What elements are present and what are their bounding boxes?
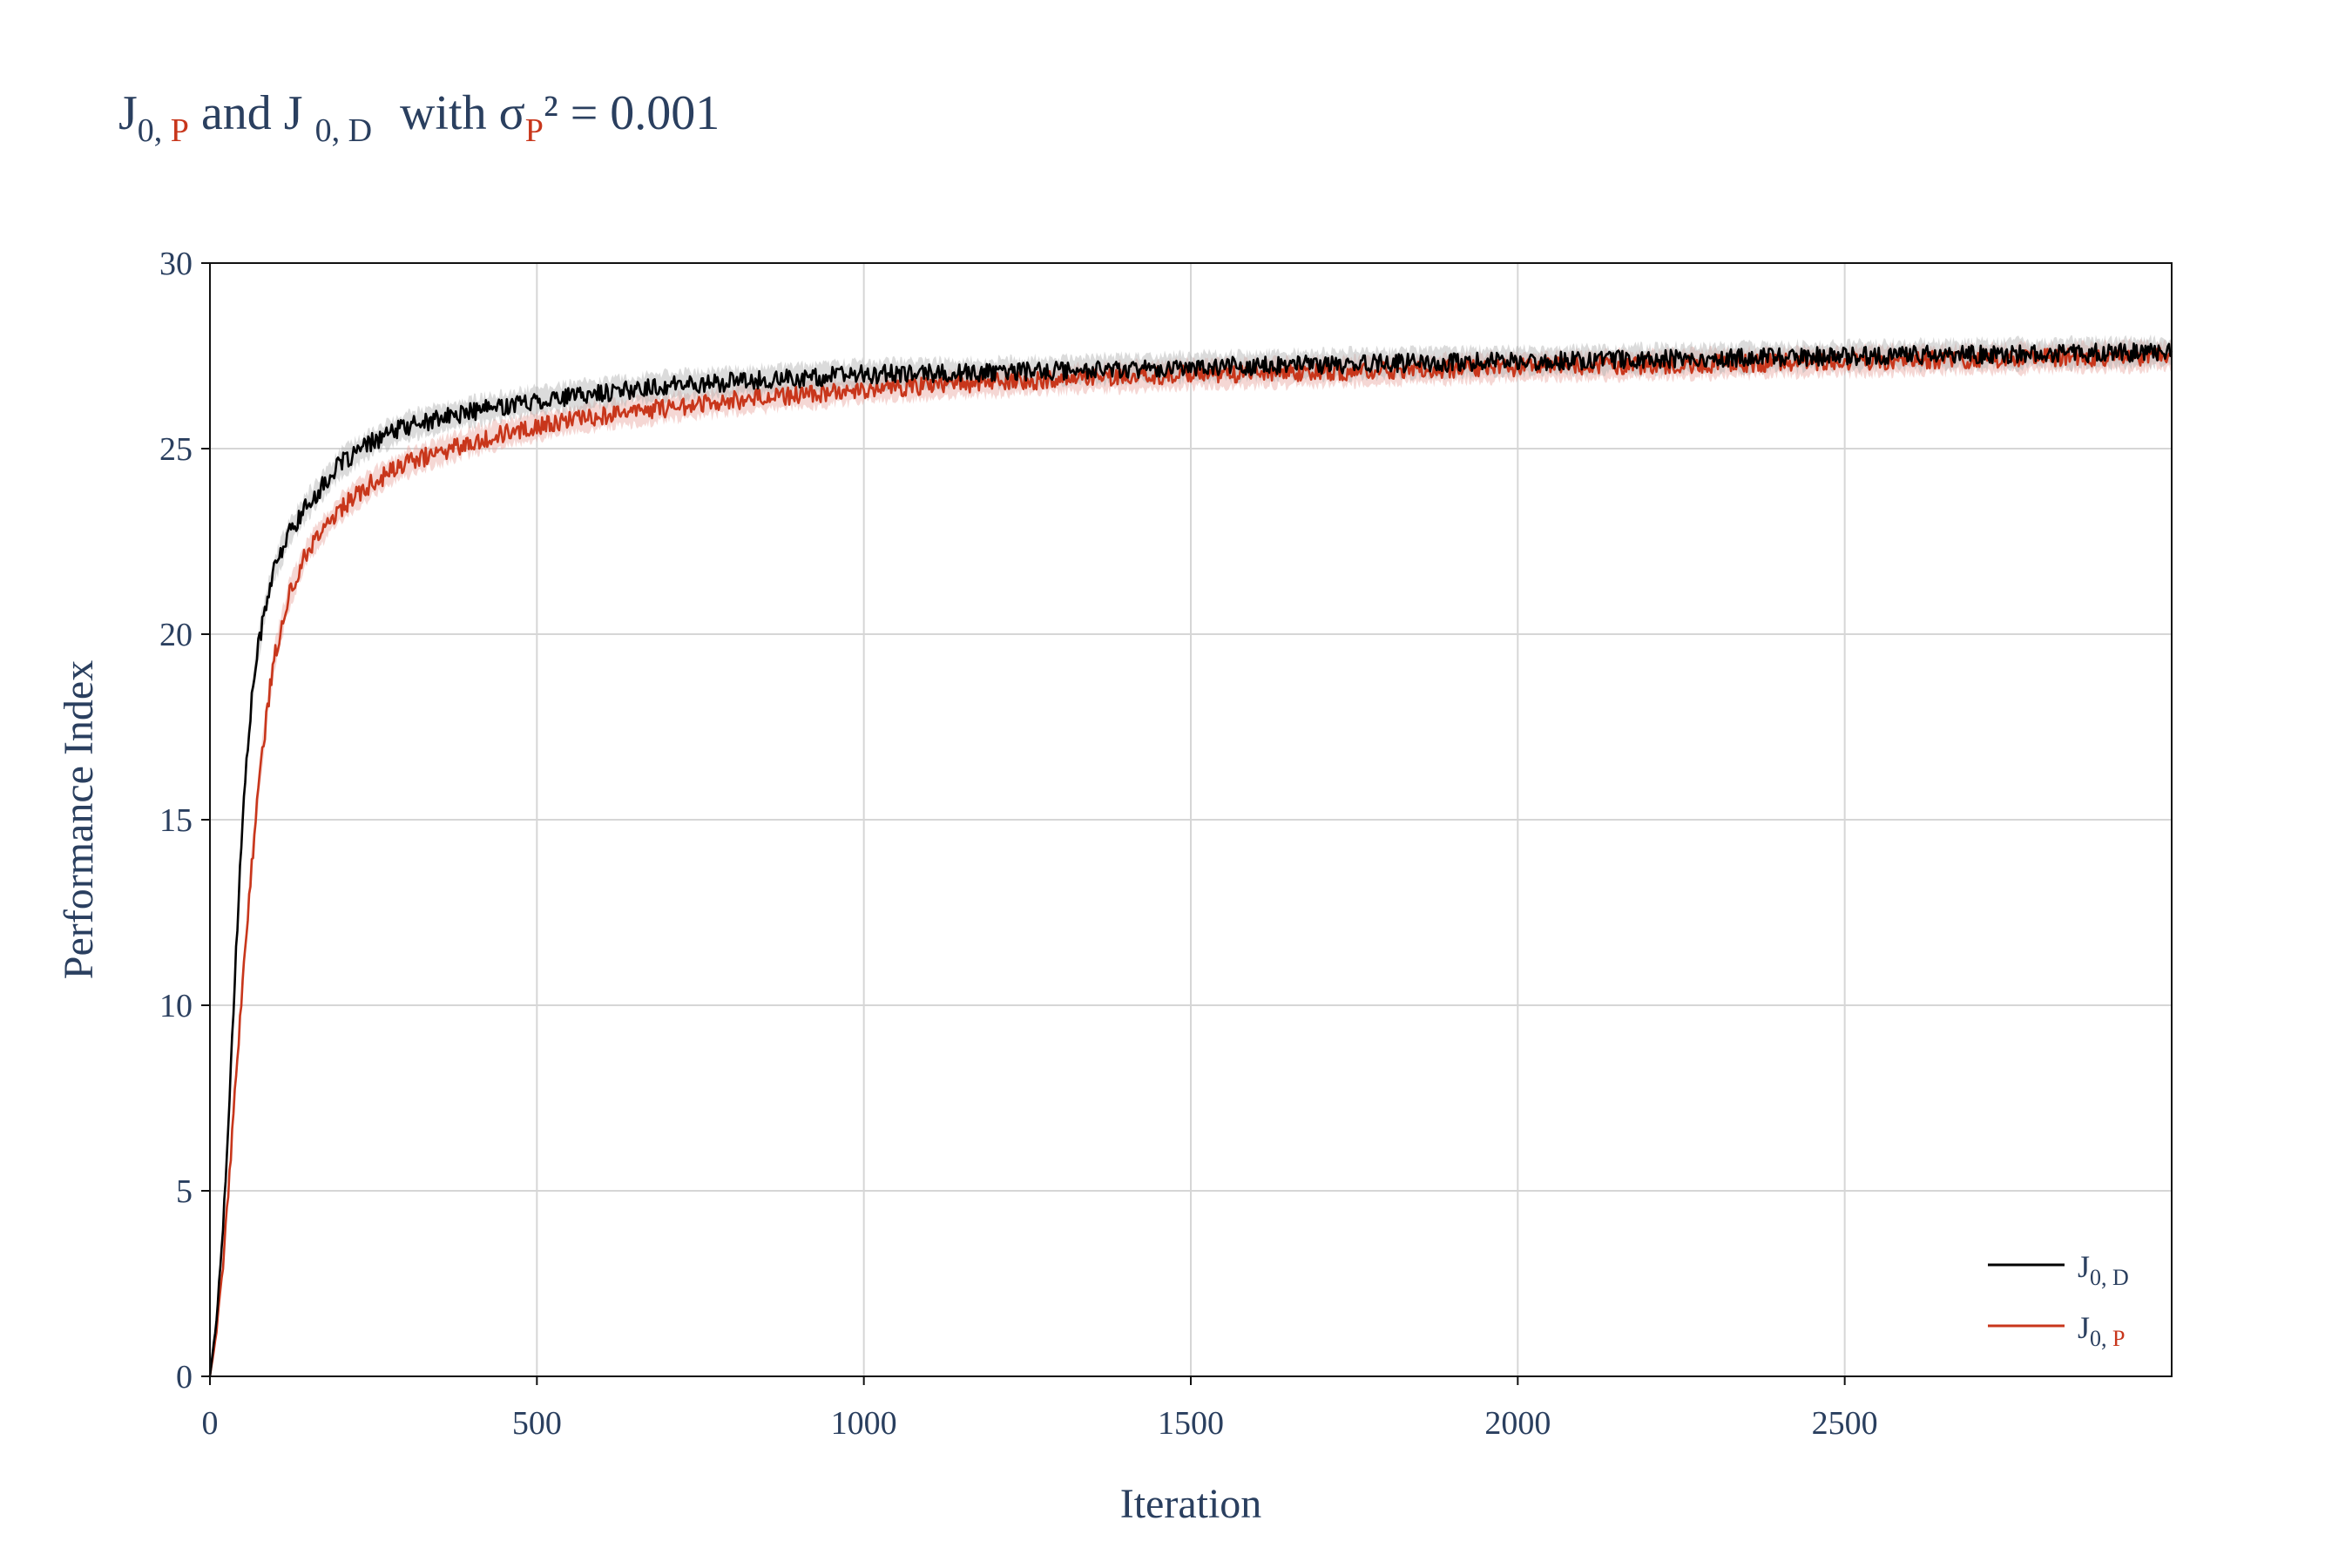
y-tick-label: 10 bbox=[159, 988, 193, 1024]
x-tick-label: 0 bbox=[202, 1405, 219, 1442]
title-mid: and J bbox=[189, 86, 315, 140]
title-sub2: 0, D bbox=[315, 112, 372, 149]
x-tick-label: 2000 bbox=[1484, 1405, 1551, 1442]
y-axis-ticks: 0 5 10 15 20 25 30 bbox=[159, 246, 210, 1396]
title-with: with σ bbox=[388, 86, 525, 140]
series-0-line bbox=[208, 342, 2173, 1377]
y-tick-label: 25 bbox=[159, 431, 193, 468]
y-tick-label: 15 bbox=[159, 802, 193, 839]
chart-title: J0, P and J 0, D with σP² = 0.001 bbox=[118, 86, 720, 149]
series-layer bbox=[208, 334, 2173, 1377]
y-tick-label: 20 bbox=[159, 617, 193, 653]
legend-label-1: J0, P bbox=[2078, 1310, 2125, 1351]
series-1-line bbox=[208, 346, 2173, 1377]
title-tail: ² = 0.001 bbox=[544, 86, 720, 140]
x-tick-label: 1000 bbox=[831, 1405, 897, 1442]
title-sigma-sub: P bbox=[525, 112, 544, 149]
plot-area bbox=[208, 262, 2173, 1377]
legend-label-0: J0, D bbox=[2078, 1249, 2129, 1290]
title-sub1-a: 0, bbox=[138, 112, 171, 149]
y-tick-label: 30 bbox=[159, 246, 193, 282]
x-axis-ticks: 0 500 1000 1500 2000 2500 bbox=[202, 1376, 1878, 1442]
y-tick-label: 5 bbox=[176, 1173, 193, 1210]
title-j: J bbox=[118, 86, 138, 140]
x-tick-label: 500 bbox=[512, 1405, 562, 1442]
legend: J0, D J0, P bbox=[1988, 1249, 2129, 1351]
series-0-band bbox=[210, 334, 2172, 1377]
title-sub1-b: P bbox=[171, 112, 189, 149]
y-tick-label: 0 bbox=[176, 1359, 193, 1396]
x-tick-label: 1500 bbox=[1158, 1405, 1224, 1442]
x-axis-title: Iteration bbox=[1120, 1481, 1262, 1527]
x-tick-label: 2500 bbox=[1812, 1405, 1878, 1442]
grid bbox=[210, 263, 2172, 1376]
y-axis-title: Performance Index bbox=[56, 660, 102, 980]
